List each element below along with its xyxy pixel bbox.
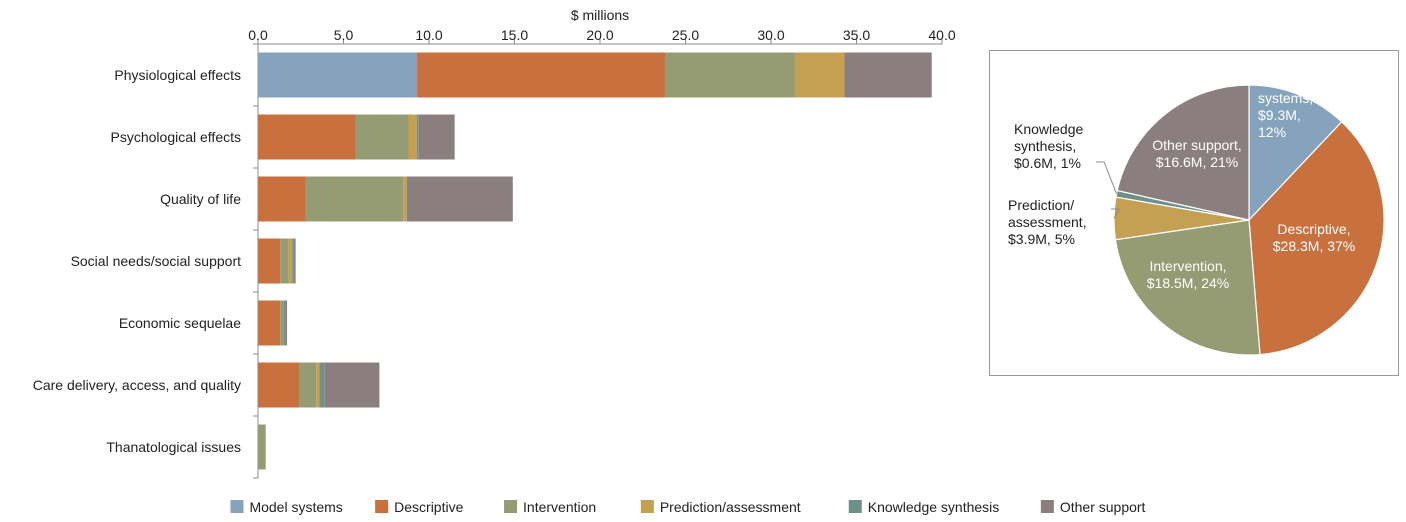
- bar-quality-of-life-other-support: [406, 176, 513, 222]
- pie-chart-panel: Model systems, $9.3M, 12% Descriptive, $28.3M…: [989, 50, 1399, 376]
- pie-slice-intervention: [1114, 219, 1261, 356]
- category-label-thanatological-issues: Thanatological issues: [106, 439, 241, 455]
- bar-psychological-effects-prediction-assessment: [408, 114, 418, 160]
- bar-care-delivery-access-and-quality-knowledge-synthesis: [319, 362, 325, 408]
- bar-social-needs-social-support-intervention: [280, 238, 289, 284]
- x-axis-title: $ millions: [571, 7, 629, 23]
- pie-label-knowledge-synthesis: Knowledge synthesis, $0.6M, 1%: [1014, 121, 1083, 171]
- bar-psychological-effects-descriptive: [258, 114, 356, 160]
- pie-label-line: synthesis,: [1014, 138, 1076, 154]
- pie-label-line: Prediction/: [1008, 197, 1074, 213]
- pie-leader-prediction-assessment: [1111, 208, 1120, 219]
- legend-label-prediction-assessment: Prediction/assessment: [660, 499, 801, 515]
- bar-physiological-effects-descriptive: [417, 52, 665, 98]
- bar-physiological-effects-intervention: [664, 52, 795, 98]
- pie-label-descriptive: Descriptive, $28.3M, 37%: [1273, 221, 1356, 254]
- x-tick-label: 0.0: [248, 27, 268, 43]
- bar-economic-sequelae-descriptive: [258, 300, 281, 346]
- x-tick-label: 15.0: [501, 27, 528, 43]
- pie-label-line: $16.6M, 21%: [1156, 154, 1239, 170]
- x-tick-label: 10.0: [415, 27, 442, 43]
- bar-social-needs-social-support-other-support: [293, 238, 296, 284]
- pie-label-other-support: Other support, $16.6M, 21%: [1152, 137, 1242, 170]
- bar-social-needs-social-support-knowledge-synthesis: [292, 238, 294, 284]
- x-tick-label: 35.0: [843, 27, 870, 43]
- bar-quality-of-life-descriptive: [258, 176, 306, 222]
- pie-label-line: $9.3M,: [1258, 107, 1301, 123]
- legend-label-intervention: Intervention: [523, 499, 596, 515]
- pie-label-intervention: Intervention, $18.5M, 24%: [1147, 258, 1230, 291]
- legend-label-model-systems: Model systems: [249, 499, 342, 515]
- category-label-quality-of-life: Quality of life: [160, 191, 241, 207]
- bar-physiological-effects-other-support: [844, 52, 932, 98]
- bar-physiological-effects-prediction-assessment: [794, 52, 845, 98]
- bar-care-delivery-access-and-quality-intervention: [299, 362, 317, 408]
- legend-swatch-knowledge-synthesis: [848, 500, 862, 513]
- bar-psychological-effects-intervention: [355, 114, 409, 160]
- bar-quality-of-life-intervention: [305, 176, 404, 222]
- pie-label-line: Knowledge: [1014, 121, 1083, 137]
- bar-economic-sequelae-other-support: [285, 300, 288, 346]
- x-tick-label: 40.0: [928, 27, 955, 43]
- bar-care-delivery-access-and-quality-prediction-assessment: [316, 362, 320, 408]
- x-tick-label: 25.0: [672, 27, 699, 43]
- pie-label-line: $0.6M, 1%: [1014, 155, 1081, 171]
- category-label-economic-sequelae: Economic sequelae: [119, 315, 241, 331]
- bar-psychological-effects-other-support: [418, 114, 455, 160]
- pie-label-line: 12%: [1258, 124, 1286, 140]
- pie-label-prediction-assessment: Prediction/assessment, $3.9M, 5%: [1008, 197, 1087, 247]
- bar-social-needs-social-support-descriptive: [258, 238, 281, 284]
- bar-thanatological-issues-intervention: [258, 424, 266, 470]
- bar-social-needs-social-support-prediction-assessment: [288, 238, 293, 284]
- bar-economic-sequelae-intervention: [280, 300, 284, 346]
- pie-label-line: Descriptive,: [1277, 221, 1350, 237]
- bar-physiological-effects-model-systems: [258, 52, 418, 98]
- category-label-physiological-effects: Physiological effects: [114, 67, 241, 83]
- bar-quality-of-life-prediction-assessment: [403, 176, 407, 222]
- pie-label-line: assessment,: [1008, 214, 1087, 230]
- pie-label-line: $18.5M, 24%: [1147, 275, 1230, 291]
- pie-slice-descriptive: [1248, 121, 1385, 356]
- legend-swatch-descriptive: [375, 500, 389, 513]
- pie-label-line: $28.3M, 37%: [1273, 238, 1356, 254]
- bar-economic-sequelae-knowledge-synthesis: [283, 300, 286, 346]
- bar-care-delivery-access-and-quality-other-support: [324, 362, 380, 408]
- x-tick-label: 30.0: [757, 27, 784, 43]
- legend-label-knowledge-synthesis: Knowledge synthesis: [868, 499, 1000, 515]
- pie-label-line: Model: [1258, 73, 1296, 89]
- pie-label-line: Other support,: [1152, 137, 1242, 153]
- pie-label-line: $3.9M, 5%: [1008, 231, 1075, 247]
- x-tick-label: 5.0: [334, 27, 354, 43]
- legend-swatch-prediction-assessment: [640, 500, 654, 513]
- pie-chart: Model systems, $9.3M, 12% Descriptive, $28.3M…: [1008, 73, 1385, 356]
- pie-label-line: systems,: [1258, 90, 1313, 106]
- legend-swatch-model-systems: [230, 500, 244, 513]
- category-label-psychological-effects: Psychological effects: [111, 129, 241, 145]
- bar-care-delivery-access-and-quality-descriptive: [258, 362, 300, 408]
- bar-psychological-effects-knowledge-synthesis: [417, 114, 419, 160]
- category-label-social-needs-social-support: Social needs/social support: [71, 253, 242, 269]
- legend-label-descriptive: Descriptive: [394, 499, 463, 515]
- legend-swatch-intervention: [504, 500, 518, 513]
- pie-label-model-systems: Model systems, $9.3M, 12%: [1258, 73, 1313, 140]
- category-label-care-delivery-access-and-quality: Care delivery, access, and quality: [33, 377, 241, 393]
- pie-slice-model-systems: [1248, 84, 1343, 222]
- legend-swatch-other-support: [1040, 500, 1054, 513]
- pie-leader-knowledge-synthesis: [1096, 161, 1118, 194]
- legend-label-other-support: Other support: [1060, 499, 1146, 515]
- pie-slice-other-support: [1116, 84, 1250, 221]
- x-tick-label: 20.0: [586, 27, 613, 43]
- pie-label-line: Intervention,: [1149, 258, 1226, 274]
